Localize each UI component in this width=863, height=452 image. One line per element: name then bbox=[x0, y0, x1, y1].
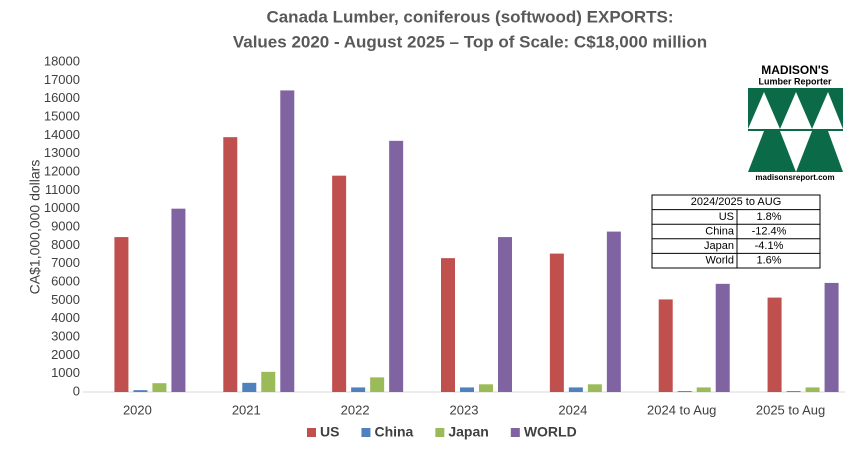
bar bbox=[606, 231, 621, 392]
bar bbox=[242, 382, 257, 392]
table-cell: -4.1% bbox=[755, 240, 784, 252]
legend-label: WORLD bbox=[524, 424, 577, 440]
x-tick-label: 2024 bbox=[558, 402, 587, 417]
bar bbox=[389, 140, 404, 392]
bar bbox=[767, 297, 782, 392]
legend-swatch bbox=[435, 428, 445, 437]
x-tick-label: 2020 bbox=[123, 402, 152, 417]
x-tick-label: 2023 bbox=[450, 402, 479, 417]
bar bbox=[677, 391, 692, 392]
y-tick-label: 3000 bbox=[51, 328, 80, 343]
legend-swatch bbox=[307, 428, 316, 437]
y-tick-label: 7000 bbox=[51, 255, 80, 270]
y-tick-label: 15000 bbox=[44, 108, 80, 123]
table-title: 2024/2025 to AUG bbox=[691, 196, 782, 208]
y-tick-label: 2000 bbox=[51, 347, 80, 362]
y-tick-label: 12000 bbox=[44, 163, 80, 178]
logo: MADISON'S Lumber Reporter madisonsreport… bbox=[748, 63, 843, 182]
bar bbox=[223, 137, 238, 392]
table-cell: 1.6% bbox=[756, 255, 781, 267]
y-tick-label: 9000 bbox=[51, 218, 80, 233]
table-cell: Japan bbox=[704, 240, 734, 252]
logo-url: madisonsreport.com bbox=[755, 173, 834, 182]
bar bbox=[498, 237, 512, 392]
chart-title: Values 2020 - August 2025 – Top of Scale… bbox=[233, 32, 707, 51]
y-tick-label: 18000 bbox=[44, 53, 80, 68]
bar bbox=[479, 384, 493, 392]
logo-subtitle: Lumber Reporter bbox=[758, 76, 832, 86]
table-cell: -12.4% bbox=[752, 225, 787, 237]
y-axis-label: CA$1,000,000 dollars bbox=[27, 160, 43, 295]
table-cell: US bbox=[719, 211, 734, 223]
bar bbox=[152, 383, 167, 392]
table-border bbox=[651, 194, 821, 269]
x-tick-label: 2025 to Aug bbox=[756, 402, 825, 417]
y-tick-label: 10000 bbox=[44, 200, 80, 215]
bar bbox=[370, 377, 385, 392]
logo-name: MADISON'S bbox=[761, 63, 829, 77]
x-tick-label: 2021 bbox=[232, 402, 261, 417]
bar bbox=[280, 90, 295, 393]
bar bbox=[568, 387, 583, 392]
y-tick-label: 16000 bbox=[44, 90, 80, 105]
bar bbox=[549, 253, 564, 392]
legend-swatch bbox=[361, 428, 371, 437]
bar bbox=[460, 387, 474, 392]
bar bbox=[696, 387, 711, 392]
bar bbox=[114, 237, 129, 392]
inset-table: 2024/2025 to AUG US 1.8% China -12.4% Japan -4… bbox=[651, 194, 821, 269]
chart-title: Canada Lumber, coniferous (softwood) EXP… bbox=[266, 7, 673, 26]
y-tick-label: 5000 bbox=[51, 292, 80, 307]
legend-label: US bbox=[320, 424, 339, 440]
y-tick-label: 8000 bbox=[51, 237, 80, 252]
bar bbox=[786, 391, 801, 392]
bar bbox=[133, 390, 148, 392]
y-tick-label: 14000 bbox=[44, 127, 80, 142]
bar bbox=[805, 387, 820, 392]
y-tick-label: 0 bbox=[73, 383, 80, 398]
y-tick-label: 13000 bbox=[44, 145, 80, 160]
y-tick-label: 1000 bbox=[51, 365, 80, 380]
bar bbox=[658, 299, 673, 392]
logo-triangles bbox=[748, 92, 843, 129]
y-tick-label: 17000 bbox=[44, 72, 80, 87]
logo-triangles bbox=[748, 131, 843, 172]
y-tick-label: 6000 bbox=[51, 273, 80, 288]
bar bbox=[351, 387, 366, 392]
bar bbox=[171, 208, 186, 392]
bar bbox=[715, 283, 730, 392]
y-tick-label: 11000 bbox=[45, 182, 80, 197]
y-tick-label: 4000 bbox=[51, 310, 80, 325]
bar bbox=[441, 258, 455, 392]
legend-swatch bbox=[510, 428, 520, 437]
legend-label: China bbox=[374, 424, 413, 440]
x-tick-label: 2022 bbox=[341, 402, 370, 417]
bar bbox=[587, 384, 602, 392]
bar bbox=[332, 175, 347, 392]
bar bbox=[824, 282, 839, 392]
legend-label: Japan bbox=[448, 424, 488, 440]
bar bbox=[261, 371, 276, 392]
table-cell: China bbox=[705, 225, 735, 237]
x-tick-label: 2024 to Aug bbox=[647, 402, 716, 417]
table-cell: World bbox=[705, 255, 734, 267]
table-cell: 1.8% bbox=[756, 211, 781, 223]
